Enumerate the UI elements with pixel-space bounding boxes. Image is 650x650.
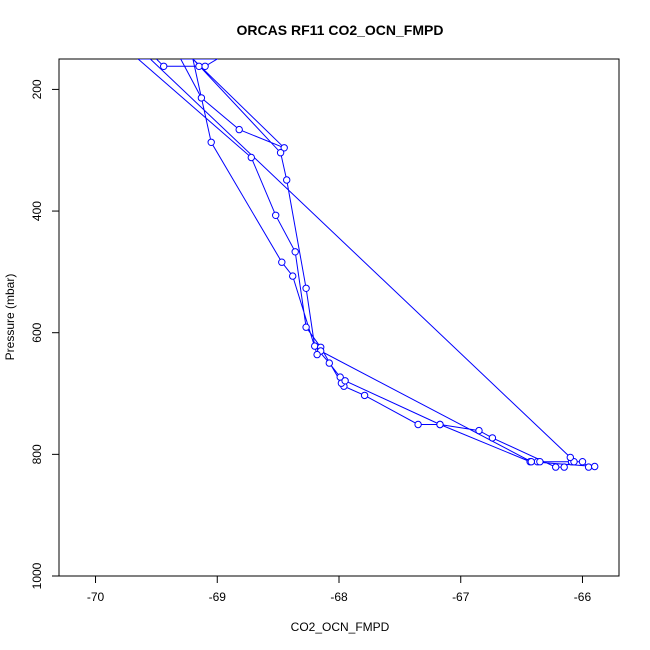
y-tick-label: 200 (30, 79, 44, 99)
data-point (280, 144, 288, 152)
data-point (207, 138, 215, 147)
data-point (552, 463, 560, 471)
data-point (527, 458, 535, 466)
data-point (278, 258, 286, 266)
x-tick-label: -68 (330, 590, 348, 604)
chart-title: ORCAS RF11 CO2_OCN_FMPD (237, 22, 444, 38)
y-tick-label: 800 (30, 444, 44, 464)
data-point (414, 420, 422, 429)
data-point (436, 420, 444, 429)
data-point (560, 463, 568, 471)
data-point (291, 248, 299, 256)
data-point (584, 463, 593, 471)
data-point (475, 426, 483, 435)
data-point (195, 62, 203, 71)
y-axis: 200 400 600 800 1000 (30, 79, 59, 589)
data-point (302, 323, 310, 331)
data-series (137, 59, 599, 471)
x-axis: -70 -69 -68 -67 -66 (87, 576, 592, 604)
y-tick-label: 400 (30, 201, 44, 221)
data-point (160, 62, 168, 71)
data-point (197, 94, 206, 102)
data-point (247, 153, 256, 162)
data-point (302, 284, 310, 292)
y-axis-title: Pressure (mbar) (3, 274, 17, 361)
data-point (283, 176, 291, 184)
data-point (360, 391, 369, 400)
data-point (272, 211, 280, 220)
data-point (235, 125, 243, 134)
data-point (566, 453, 574, 462)
data-point (325, 359, 333, 367)
x-tick-label: -67 (452, 590, 470, 604)
data-point (536, 458, 544, 466)
x-tick-label: -66 (574, 590, 592, 604)
y-tick-label: 1000 (30, 562, 44, 589)
data-point (578, 458, 587, 466)
x-tick-label: -69 (209, 590, 227, 604)
data-point (591, 462, 599, 471)
y-tick-label: 600 (30, 322, 44, 342)
data-point (289, 272, 297, 280)
data-point (341, 377, 349, 385)
data-point (276, 149, 285, 157)
data-point (311, 342, 319, 350)
x-tick-label: -70 (87, 590, 105, 604)
data-point (313, 350, 321, 359)
data-point (488, 434, 497, 442)
x-axis-title: CO2_OCN_FMPD (291, 620, 390, 634)
data-point (201, 62, 209, 71)
